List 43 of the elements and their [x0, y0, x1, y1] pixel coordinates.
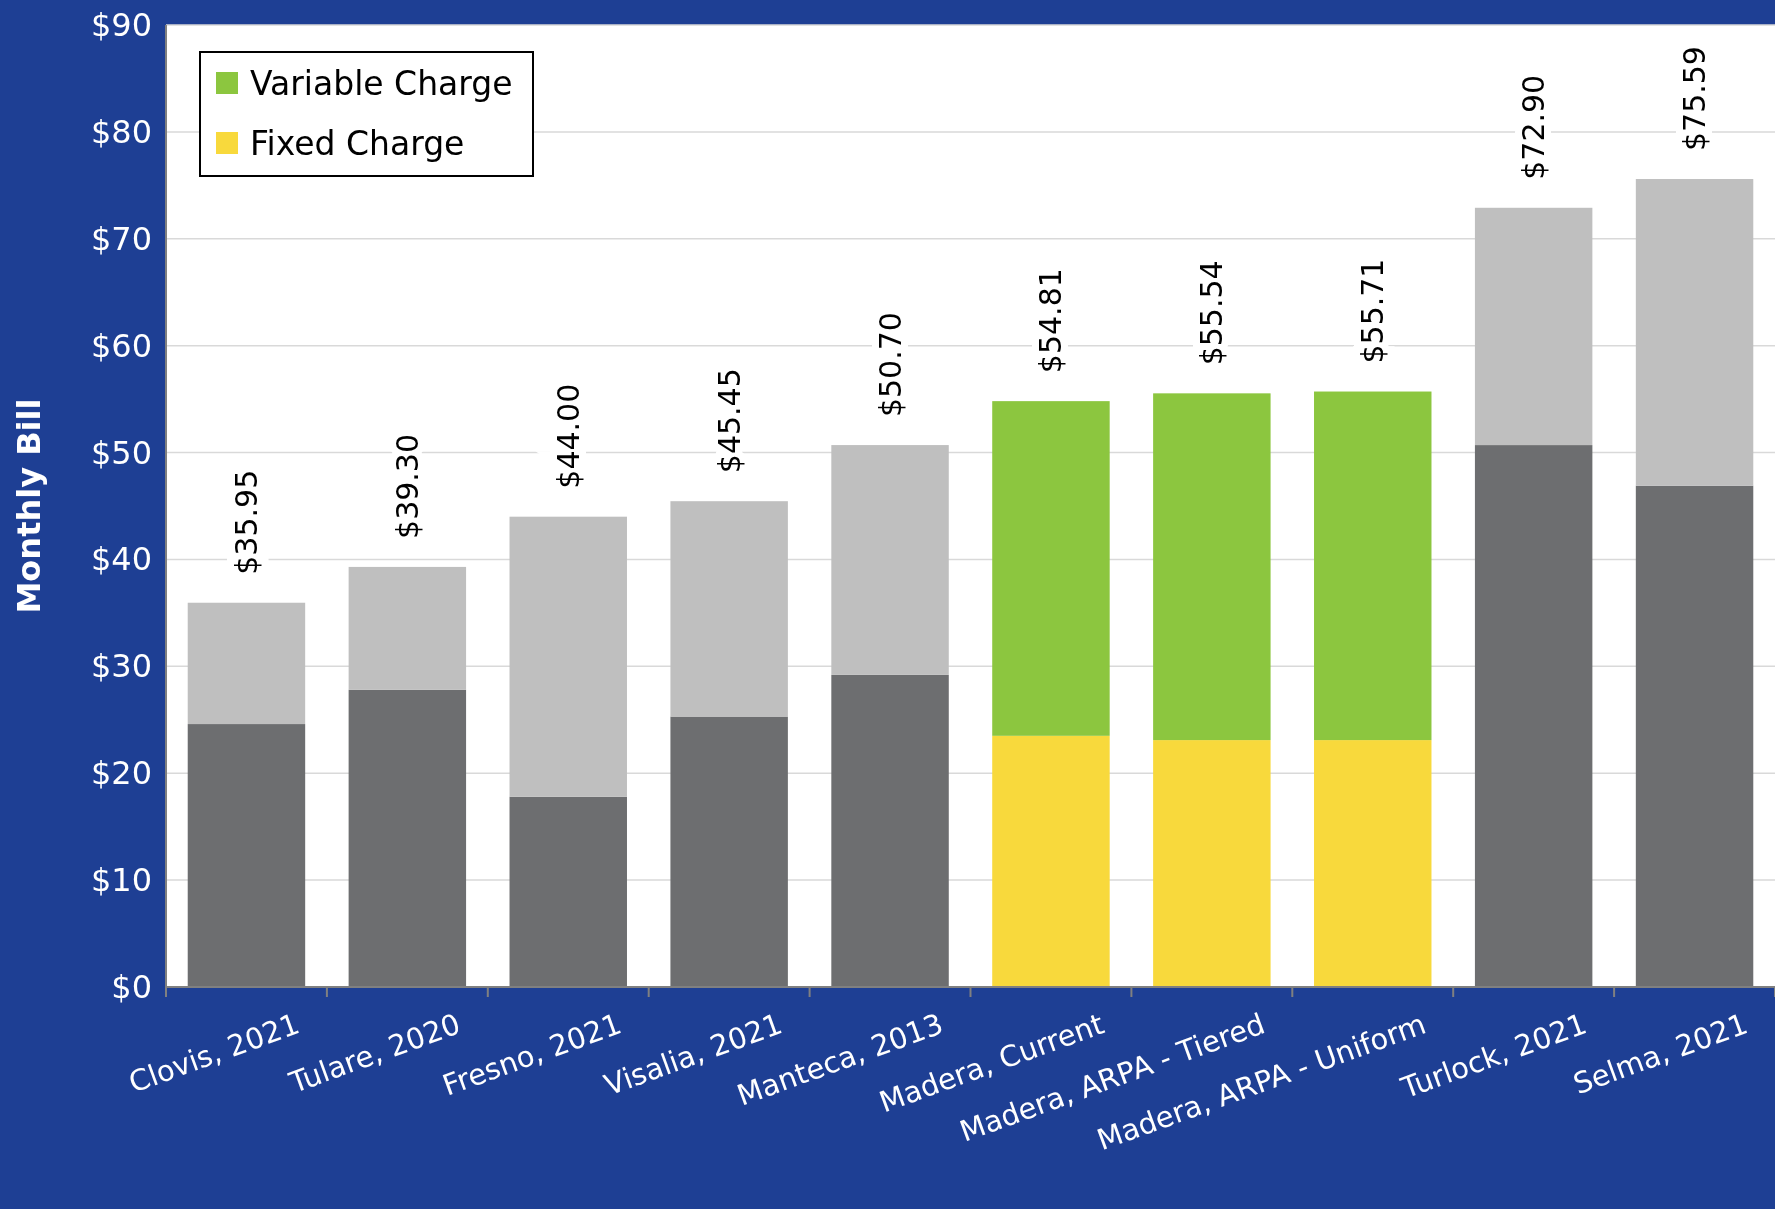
bar	[187, 602, 306, 725]
bar	[992, 401, 1110, 736]
total-label: $55.71	[1355, 258, 1391, 364]
bar	[1153, 740, 1271, 987]
total-label: $55.54	[1194, 260, 1230, 366]
bar	[831, 674, 949, 987]
bar	[1314, 391, 1432, 741]
y-tick-label: $30	[90, 647, 152, 686]
bar	[992, 735, 1110, 987]
y-tick-label: $90	[90, 6, 152, 44]
total-label: $35.95	[228, 469, 264, 575]
y-tick-label: $50	[90, 433, 152, 472]
bar	[348, 689, 467, 987]
bar	[348, 566, 467, 690]
total-label: $45.45	[711, 368, 747, 474]
bar	[509, 516, 627, 797]
bar	[1474, 445, 1593, 987]
bar	[1153, 393, 1271, 741]
bar	[1635, 179, 1754, 486]
bar	[1314, 740, 1432, 987]
bar	[509, 796, 627, 987]
legend-label: Variable Charge	[250, 63, 513, 103]
y-tick-label: $80	[90, 112, 152, 151]
total-label: $39.30	[389, 433, 425, 539]
total-label: $54.81	[1033, 268, 1069, 374]
bar	[1635, 485, 1754, 987]
y-tick-label: $20	[90, 754, 152, 793]
y-axis-title: Monthly Bill	[10, 398, 48, 614]
y-tick-label: $40	[90, 540, 152, 579]
bar	[670, 501, 788, 717]
bar	[1474, 207, 1593, 446]
total-label: $50.70	[872, 312, 908, 418]
y-tick-label: $0	[111, 968, 152, 1006]
y-tick-label: $10	[90, 861, 152, 900]
total-label: $44.00	[550, 383, 586, 489]
y-tick-label: $60	[90, 326, 152, 365]
legend-label: Fixed Charge	[250, 123, 465, 163]
total-label: $72.90	[1516, 74, 1552, 180]
bar	[831, 445, 949, 675]
bar	[187, 724, 306, 987]
y-tick-label: $70	[90, 219, 152, 258]
bar	[670, 716, 788, 987]
total-label: $75.59	[1677, 46, 1713, 152]
